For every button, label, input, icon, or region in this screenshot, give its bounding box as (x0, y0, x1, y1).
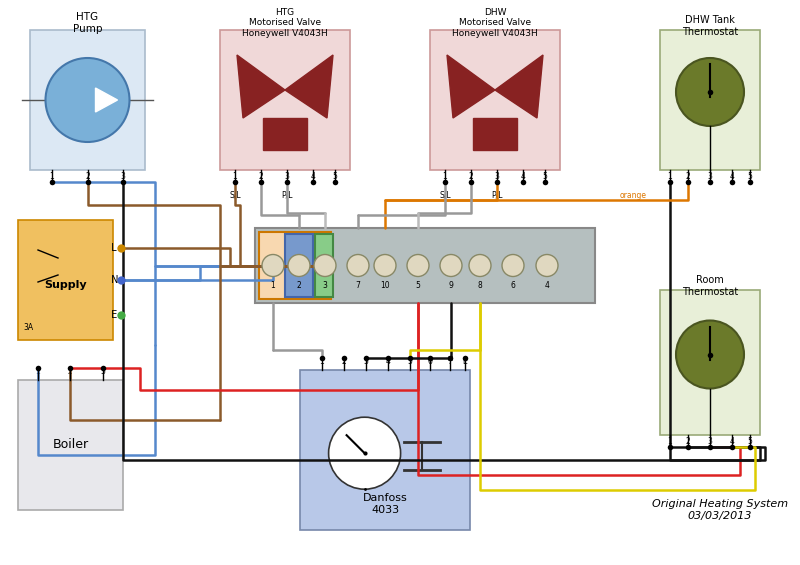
Circle shape (374, 254, 396, 276)
Text: 4: 4 (310, 172, 315, 181)
Text: 4: 4 (730, 437, 734, 446)
Circle shape (502, 254, 524, 276)
Bar (660, 30, 760, 170)
Text: 1: 1 (442, 172, 447, 181)
Circle shape (469, 254, 491, 276)
Circle shape (440, 254, 462, 276)
Text: 2: 2 (297, 281, 302, 290)
Circle shape (262, 254, 284, 276)
Bar (430, 30, 560, 170)
Text: 5: 5 (747, 172, 753, 181)
Text: 3A: 3A (23, 323, 33, 332)
Text: 6: 6 (427, 357, 433, 366)
Text: L: L (428, 356, 432, 362)
Text: E: E (108, 310, 118, 320)
Text: DHW Tank
Thermostat: DHW Tank Thermostat (682, 15, 738, 37)
Circle shape (347, 254, 369, 276)
Text: 4: 4 (730, 172, 734, 181)
Text: 5: 5 (333, 172, 338, 181)
Text: 3: 3 (101, 367, 106, 376)
Text: 3: 3 (707, 172, 713, 181)
Bar (18, 380, 123, 510)
Bar (263, 118, 307, 150)
Text: 9: 9 (449, 281, 454, 290)
Text: E: E (462, 357, 467, 366)
Text: Danfoss
4033: Danfoss 4033 (362, 493, 407, 515)
Text: 4: 4 (521, 172, 526, 181)
Text: S/L: S/L (439, 190, 451, 199)
Text: Room
Thermostat: Room Thermostat (682, 275, 738, 297)
Text: N: N (447, 356, 453, 362)
Text: P/L: P/L (491, 190, 502, 199)
Text: 3: 3 (121, 172, 126, 181)
Circle shape (288, 254, 310, 276)
Text: 10: 10 (380, 281, 390, 290)
Polygon shape (237, 55, 285, 118)
Text: 4: 4 (386, 357, 390, 366)
Polygon shape (285, 55, 333, 118)
Text: HTG
Pump: HTG Pump (73, 12, 102, 33)
Circle shape (314, 254, 336, 276)
Text: 1: 1 (668, 172, 672, 181)
Text: 5: 5 (747, 437, 753, 446)
Text: 5: 5 (415, 281, 421, 290)
Text: 2: 2 (342, 357, 346, 366)
Bar (30, 30, 145, 170)
Text: S/L: S/L (229, 190, 241, 199)
Text: P/L: P/L (282, 190, 293, 199)
Bar (473, 118, 517, 150)
Bar (259, 232, 331, 299)
Text: 8: 8 (478, 281, 482, 290)
Text: 7: 7 (355, 281, 361, 290)
Text: 3: 3 (494, 172, 499, 181)
Text: L: L (108, 243, 117, 253)
Text: 4: 4 (545, 281, 550, 290)
Circle shape (407, 254, 429, 276)
Text: 1: 1 (270, 281, 275, 290)
Text: N: N (108, 275, 118, 285)
Text: 1: 1 (668, 437, 672, 446)
Text: 3: 3 (363, 357, 369, 366)
Text: 2: 2 (86, 172, 90, 181)
Text: Supply: Supply (44, 280, 87, 290)
Text: 1: 1 (320, 357, 324, 366)
Text: 2: 2 (258, 172, 263, 181)
Text: Boiler: Boiler (53, 438, 89, 451)
Circle shape (46, 58, 130, 142)
Text: 2: 2 (68, 367, 72, 376)
Circle shape (676, 58, 744, 126)
Text: 1: 1 (233, 172, 238, 181)
Bar (660, 290, 760, 435)
Text: Original Heating System
03/03/2013: Original Heating System 03/03/2013 (652, 499, 788, 521)
Bar (220, 30, 350, 170)
Polygon shape (95, 88, 118, 112)
Bar (255, 228, 595, 303)
Text: 3: 3 (285, 172, 290, 181)
Bar (285, 234, 313, 297)
Circle shape (676, 320, 744, 389)
Text: 2: 2 (686, 172, 690, 181)
Polygon shape (447, 55, 495, 118)
Polygon shape (495, 55, 543, 118)
Text: orange: orange (620, 190, 647, 199)
Bar (300, 370, 470, 530)
Bar (18, 220, 113, 340)
Text: 2: 2 (686, 437, 690, 446)
Text: 5: 5 (407, 357, 413, 366)
Text: 2: 2 (469, 172, 474, 181)
Text: 1: 1 (50, 172, 54, 181)
Text: HTG
Motorised Valve
Honeywell V4043H: HTG Motorised Valve Honeywell V4043H (242, 8, 328, 38)
Text: 3: 3 (322, 281, 327, 290)
Circle shape (329, 417, 401, 489)
Circle shape (536, 254, 558, 276)
Text: 3: 3 (707, 437, 713, 446)
Text: 5: 5 (542, 172, 547, 181)
Text: 7: 7 (447, 357, 453, 366)
Text: 6: 6 (510, 281, 515, 290)
Bar (315, 234, 333, 297)
Text: 1: 1 (36, 367, 40, 376)
Text: DHW
Motorised Valve
Honeywell V4043H: DHW Motorised Valve Honeywell V4043H (452, 8, 538, 38)
